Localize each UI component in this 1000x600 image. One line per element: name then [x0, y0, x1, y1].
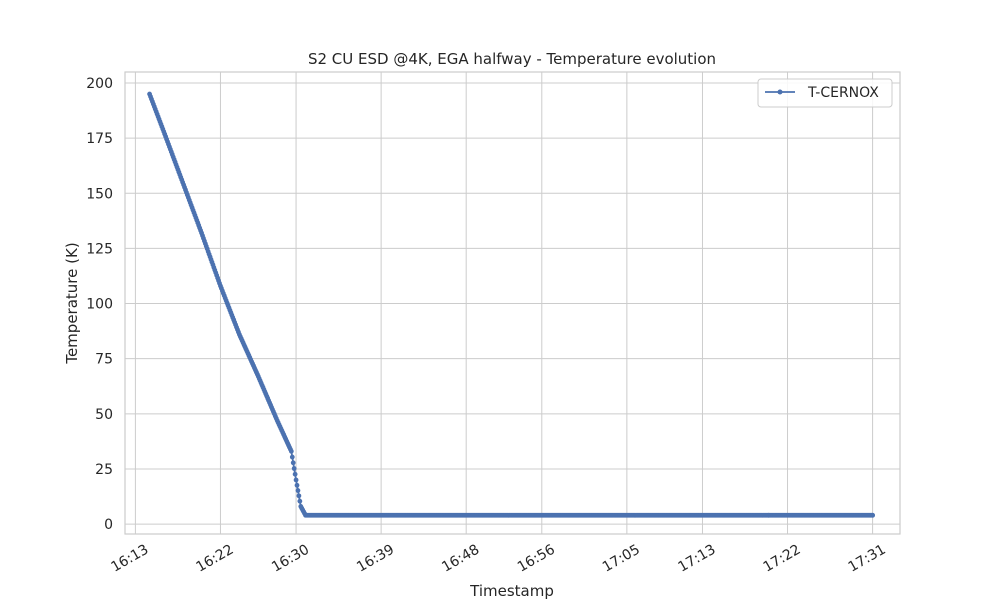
chart-title: S2 CU ESD @4K, EGA halfway - Temperature…	[308, 50, 716, 68]
legend-marker	[777, 89, 783, 95]
data-point	[296, 493, 302, 499]
y-tick-label: 75	[95, 352, 113, 368]
data-point	[870, 512, 875, 518]
y-tick-label: 100	[86, 297, 113, 313]
x-tick-label: 17:13	[676, 542, 719, 576]
x-tick-label: 17:31	[846, 542, 889, 576]
x-tick-label: 17:22	[761, 542, 804, 576]
x-tick-label: 16:48	[439, 542, 482, 576]
legend-box	[757, 78, 893, 108]
data-point	[288, 448, 294, 454]
data-point	[289, 454, 295, 460]
y-tick-label: 125	[86, 241, 113, 257]
x-tick-label: 16:56	[515, 542, 558, 576]
x-tick-label: 16:13	[108, 542, 151, 576]
x-tick-label: 16:39	[354, 542, 397, 576]
x-tick-label: 17:05	[600, 542, 643, 576]
series-layer	[147, 91, 875, 518]
y-tick-label: 50	[95, 407, 113, 423]
x-tick-label: 16:30	[269, 542, 312, 576]
data-point	[292, 471, 298, 477]
data-point	[293, 477, 299, 483]
y-axis-title: Temperature (K)	[63, 242, 81, 364]
y-tick-label: 25	[95, 462, 113, 478]
y-axis-ticks: 0 25 50 75 100 125 150 175 200	[86, 76, 113, 533]
x-axis-title: Timestamp	[469, 582, 554, 600]
grid	[125, 72, 900, 534]
data-point	[290, 460, 296, 466]
data-point	[297, 498, 303, 504]
series-markers	[147, 91, 875, 518]
series-line	[148, 93, 873, 517]
y-tick-label: 150	[86, 186, 113, 202]
plot-frame	[124, 71, 901, 535]
data-point	[291, 466, 297, 471]
data-point	[295, 488, 301, 493]
x-axis-ticks: 16:13 16:22 16:30 16:39 16:48 16:56 17:05 17:13…	[108, 542, 888, 576]
y-tick-label: 200	[86, 76, 113, 92]
data-point	[294, 482, 300, 488]
y-tick-label: 175	[86, 131, 113, 147]
legend-label: T-CERNOX	[807, 85, 879, 101]
y-tick-label: 0	[104, 517, 113, 533]
legend: T-CERNOX	[757, 78, 893, 108]
x-tick-label: 16:22	[194, 542, 237, 576]
